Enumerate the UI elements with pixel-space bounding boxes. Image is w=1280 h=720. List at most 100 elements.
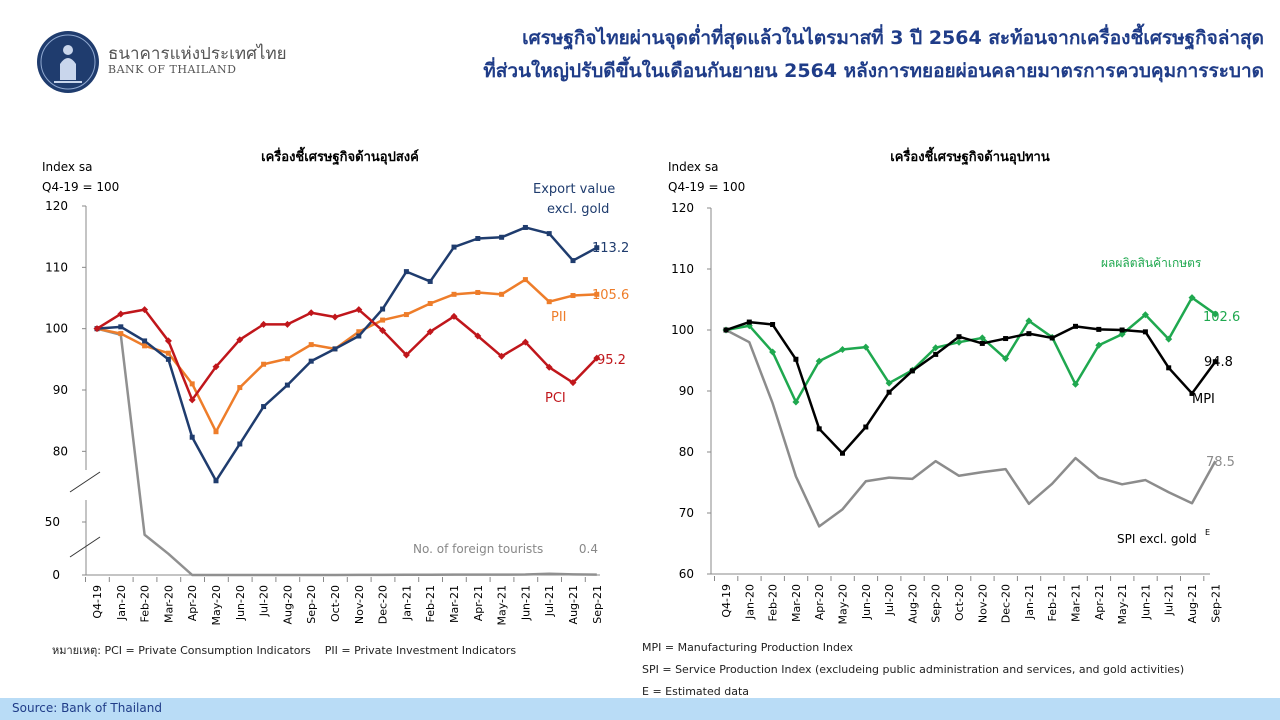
data-point-pii [237,385,243,391]
supply-y-tick-label: 110 [671,262,694,276]
data-point-mpi [840,450,845,456]
supply-x-tick-label: Jan-21 [1023,584,1036,620]
end-label-foreign-tourists: 0.4 [579,542,598,556]
data-point-export-value [308,358,314,364]
demand-x-tick-label: Mar-21 [448,585,461,623]
data-point-pci [260,320,268,328]
supply-x-tick-label: Sep-20 [930,584,943,623]
data-point-export-value [427,278,433,284]
data-point-pii [213,429,219,435]
note-spi: SPI = Service Production Index (excludei… [642,663,1185,676]
data-point-pci [426,328,434,336]
supply-x-tick-label: Sep-21 [1209,584,1222,623]
data-point-agri-output [839,346,846,354]
data-point-pci [521,338,529,346]
data-point-pii [380,317,386,323]
demand-x-tick-label: Jun-20 [234,585,247,621]
data-point-agri-output [1025,317,1033,325]
supply-y-tick-label: 100 [671,323,694,337]
supply-x-tick-label: Jun-20 [860,584,873,620]
footer-bar: Source: Bank of Thailand [0,698,1280,720]
data-point-export-value [189,434,195,440]
end-label-export-value: 113.2 [592,241,629,256]
note-estimated: E = Estimated data [642,685,750,698]
supply-x-tick-label: May-21 [1116,584,1129,625]
supply-y-tick-label: 120 [671,201,694,215]
demand-x-tick-label: Feb-21 [424,585,437,622]
data-point-mpi [1003,336,1009,342]
data-point-mpi [793,356,799,362]
data-point-mpi [863,424,869,430]
supply-x-tick-label: Dec-20 [1000,584,1013,623]
demand-x-tick-label: May-21 [496,585,509,626]
supply-x-tick-label: Apr-21 [1093,584,1106,620]
data-point-mpi [746,319,752,325]
data-point-pii [499,291,505,297]
data-point-mpi [770,322,776,328]
data-point-export-value [261,404,267,410]
data-point-pci [188,396,196,404]
data-point-export-value [403,269,409,275]
demand-x-tick-label: Aug-21 [567,585,580,624]
data-point-agri-output [815,357,823,365]
data-point-export-value [570,258,576,264]
data-point-pii [451,291,457,297]
data-point-pci [307,309,315,317]
series-label-foreign-tourists: No. of foreign tourists [413,542,543,556]
data-point-agri-output [1165,335,1173,343]
series-label-spi: SPI excl. gold [1117,532,1197,546]
data-point-pci [164,337,172,345]
data-point-mpi [1119,327,1125,333]
data-point-mpi [1166,365,1172,371]
supply-x-tick-label: Jun-21 [1139,584,1152,620]
data-point-agri-output [885,379,893,387]
demand-x-tick-label: Jan-21 [400,585,413,621]
series-label-pci: PCI [545,391,566,406]
demand-x-tick-label: Jun-21 [519,585,532,621]
series-label-spi-superscript: E [1205,528,1210,537]
data-point-pci [283,320,291,328]
data-point-export-value [475,236,481,242]
demand-x-tick-label: Apr-20 [186,585,199,621]
series-label-export-value: Export value [533,182,615,197]
supply-chart-title: เครื่องชี้เศรษฐกิจด้านอุปทาน [890,150,1050,165]
data-point-pii [522,277,528,283]
end-label-agri-output: 102.6 [1203,310,1240,325]
series-label-export-value: excl. gold [547,202,609,217]
data-point-agri-output [1118,330,1126,338]
data-point-pci [379,327,387,335]
demand-axis-break-mark [69,536,101,558]
data-point-agri-output [1095,341,1103,349]
series-line-agri-output [725,296,1217,404]
data-point-export-value [213,478,219,484]
end-label-spi: 78.5 [1206,455,1235,470]
data-point-agri-output [1211,310,1219,318]
demand-x-tick-label: Mar-20 [162,585,175,623]
demand-x-tick-label: Dec-20 [377,585,390,624]
supply-x-tick-label: Nov-20 [976,584,989,623]
data-point-agri-output [1072,380,1079,388]
demand-x-tick-label: Jul-20 [258,585,271,617]
supply-indicators-chart: 120 110 100 90 80 70 60 Q4-19 Jan-20 Feb-20 Mar-20… [671,201,1240,625]
data-point-mpi [933,351,939,357]
data-point-export-value [332,346,338,352]
end-label-mpi: 94.8 [1204,355,1233,370]
supply-x-tick-label: Aug-20 [906,584,919,623]
demand-x-tick-label: Jan-20 [115,585,128,621]
data-point-pci [593,354,601,362]
data-point-mpi [1189,390,1195,396]
supply-y-tick-label: 90 [679,384,694,398]
data-point-export-value [499,234,505,240]
data-point-pii [261,361,267,367]
data-point-pii [165,350,171,356]
source-text: Source: Bank of Thailand [12,701,162,715]
data-point-mpi [1049,335,1055,341]
demand-axis-break-mark [69,471,101,493]
data-point-pci [498,352,506,360]
data-point-pii [403,312,409,318]
series-line-export-value [96,226,598,483]
headline: เศรษฐกิจไทยผ่านจุดต่ำที่สุดแล้วในไตรมาสท… [364,22,1264,88]
headline-line-1: เศรษฐกิจไทยผ่านจุดต่ำที่สุดแล้วในไตรมาสท… [522,27,1264,49]
supply-x-tick-label: Mar-20 [790,584,803,622]
data-point-pci [93,325,101,333]
